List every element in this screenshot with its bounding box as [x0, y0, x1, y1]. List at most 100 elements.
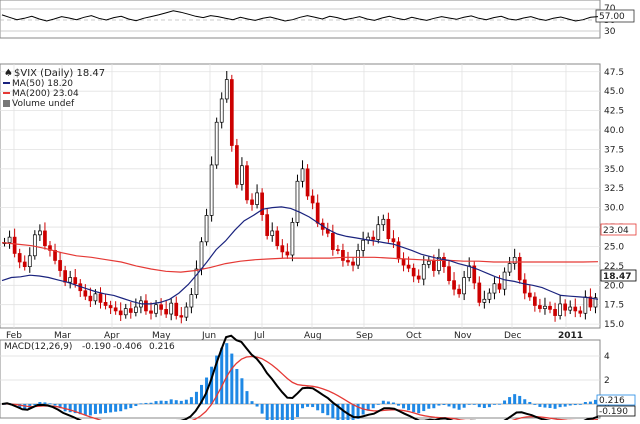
price-x-ticks: Feb Mar Apr May Jun Jul Aug Sep Oct Nov Dec 2011: [6, 331, 583, 341]
candle-body: [43, 230, 47, 247]
macd-hist-bar: [295, 404, 299, 418]
macd-hist-bar: [498, 403, 502, 405]
x-tick-label: Feb: [6, 331, 22, 341]
price-legend: ♠ $VIX (Daily) 18.47 MA(50) 18.20 MA(200…: [3, 68, 105, 109]
macd-hist-bar: [124, 404, 128, 410]
price-panel: 47.545.042.540.037.535.032.530.027.525.0…: [0, 63, 637, 341]
macd-hist-bar: [53, 404, 57, 406]
macd-hist-bar: [593, 399, 597, 404]
y-tick-label: 25.0: [604, 242, 624, 252]
macd-hist-bar: [558, 404, 562, 408]
candle-body: [416, 275, 421, 280]
macd-hist-bar: [467, 404, 471, 405]
macd-hist-bar: [194, 391, 198, 404]
candle-body: [452, 280, 456, 290]
macd-hist-bar: [43, 402, 47, 404]
ma200-value-label: 23.04: [603, 226, 629, 236]
candle-body: [270, 230, 275, 236]
candle-body: [194, 268, 199, 295]
y-tick-label: 20.0: [604, 281, 624, 291]
candle-body: [108, 305, 113, 309]
candle-body: [169, 302, 174, 315]
candle-body: [27, 255, 32, 268]
candle-body: [512, 256, 517, 264]
macd-hist-bar: [144, 402, 148, 404]
macd-hist-bar: [402, 404, 406, 409]
macd-hist-bar: [588, 401, 592, 404]
macd-tick-2: 2: [604, 376, 610, 386]
macd-hist-bar: [553, 404, 557, 409]
macd-value-label: -0.190: [599, 407, 628, 417]
macd-hist-bar: [240, 378, 244, 404]
candle-body: [113, 307, 118, 312]
candle-body: [199, 241, 204, 270]
macd-hist-bar: [250, 401, 254, 404]
macd-hist-bar: [78, 404, 82, 415]
candle-body: [467, 265, 472, 278]
candle-body: [63, 270, 67, 283]
candle-body: [543, 305, 547, 309]
candle-body: [93, 293, 98, 302]
macd-hist-bar: [159, 400, 163, 404]
candle-body: [149, 310, 153, 314]
legend-ma50: MA(50) 18.20: [12, 79, 73, 89]
macd-hist-bar: [245, 391, 249, 404]
x-tick-label: 2011: [558, 331, 583, 341]
candle-body: [315, 202, 320, 224]
macd-hist-bar: [366, 404, 370, 411]
macd-tick-4: 4: [604, 352, 610, 362]
x-tick-label: Aug: [304, 331, 322, 341]
macd-hist-bar: [437, 404, 441, 406]
candle-body: [38, 230, 42, 236]
macd-hist-bar: [331, 404, 335, 419]
macd-hist-bar: [184, 399, 188, 404]
candle-body: [502, 271, 507, 290]
legend-icon: ♠: [4, 68, 13, 79]
macd-hist-bar: [139, 403, 143, 405]
macd-hist-bar: [189, 397, 193, 404]
price-candles: [2, 70, 598, 324]
macd-hist-bar: [432, 404, 436, 409]
macd-hist-bar: [275, 404, 279, 424]
macd-hist-bar: [457, 404, 461, 410]
price-y-ticks: 47.545.042.540.037.535.032.530.027.525.0…: [604, 68, 624, 330]
macd-hist-bar: [371, 404, 375, 409]
macd-hist-bar: [442, 404, 446, 406]
candle-body: [255, 192, 259, 205]
candle-body: [98, 293, 103, 303]
candle-body: [588, 296, 593, 308]
macd-hist-bar: [417, 404, 421, 414]
macd-hist-bar: [427, 404, 431, 409]
candle-body: [300, 168, 305, 182]
candle-body: [431, 260, 436, 271]
rsi-value-label: 57.00: [599, 12, 625, 22]
candle-body: [583, 296, 588, 314]
y-tick-label: 22.5: [604, 262, 624, 272]
macd-hist-value-box: [596, 394, 636, 406]
candle-body: [179, 315, 184, 318]
macd-hist-bar: [73, 404, 77, 414]
ma200-line: [1, 242, 599, 273]
candle-body: [12, 236, 17, 254]
macd-hist-bar: [376, 404, 380, 405]
macd-hist-bar: [356, 404, 360, 419]
y-tick-label: 15.0: [604, 320, 624, 330]
candle-body: [538, 305, 542, 309]
macd-hist-bar: [280, 404, 284, 424]
candle-body: [123, 308, 128, 316]
x-tick-label: Nov: [454, 331, 472, 341]
macd-hist-bar: [215, 355, 219, 404]
macd-hist-bar: [447, 404, 451, 407]
macd-hist-bar: [523, 399, 527, 404]
macd-hist-bar: [508, 397, 512, 404]
candle-body: [224, 79, 229, 100]
rsi-value-box: [595, 9, 635, 23]
legend-title: $VIX (Daily) 18.47: [14, 68, 105, 79]
macd-hist-bar: [538, 404, 542, 407]
macd-hist-bar: [316, 404, 320, 411]
candle-body: [219, 98, 224, 123]
macd-hist-bar: [174, 400, 178, 404]
macd-hist-bar: [134, 404, 138, 407]
candle-body: [533, 296, 537, 306]
macd-legend-hist: 0.216: [149, 342, 175, 352]
